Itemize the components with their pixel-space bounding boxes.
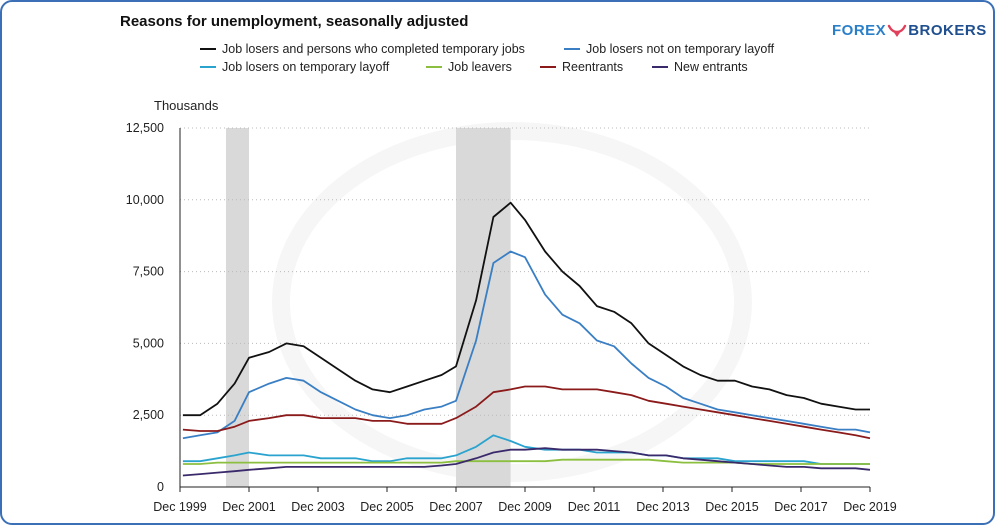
x-tick-label: Dec 2001: [222, 500, 276, 514]
series-line: [182, 385, 871, 440]
legend-label: New entrants: [674, 60, 748, 74]
legend-label: Job losers on temporary layoff: [222, 60, 390, 74]
series-line: [182, 434, 870, 465]
legend-item: Reentrants: [540, 60, 623, 74]
legend-swatch: [426, 66, 442, 68]
series-line: [182, 447, 871, 477]
y-tick-label: 7,500: [133, 265, 164, 279]
legend-item: Job leavers: [426, 60, 512, 74]
legend-item: Job losers on temporary layoff: [200, 60, 389, 74]
x-tick-label: Dec 2009: [498, 500, 552, 514]
x-tick-label: Dec 1999: [153, 500, 207, 514]
legend-swatch: [540, 66, 556, 68]
y-tick-label: 0: [157, 480, 164, 494]
legend-swatch: [200, 48, 216, 50]
legend-item: New entrants: [652, 60, 748, 74]
legend-swatch: [200, 66, 216, 68]
x-tick-label: Dec 2017: [774, 500, 828, 514]
brand-logo: FOREX BROKERS: [832, 22, 987, 39]
legend-label: Reentrants: [562, 60, 624, 74]
legend-label: Job leavers: [448, 60, 512, 74]
series-line: [182, 250, 871, 440]
x-tick-label: Dec 2013: [636, 500, 690, 514]
legend-swatch: [564, 48, 580, 50]
chart-title: Reasons for unemployment, seasonally adj…: [120, 13, 469, 30]
legend-label: Job losers not on temporary layoff: [586, 42, 775, 56]
legend-label: Job losers and persons who completed tem…: [222, 42, 525, 56]
x-tick-label: Dec 2015: [705, 500, 759, 514]
y-tick-label: 12,500: [126, 121, 164, 135]
legend-swatch: [652, 66, 668, 68]
series-line: [182, 201, 870, 417]
x-tick-label: Dec 2005: [360, 500, 414, 514]
x-tick-label: Dec 2007: [429, 500, 483, 514]
y-axis-label: Thousands: [154, 98, 219, 113]
x-tick-label: Dec 2011: [568, 500, 621, 514]
y-tick-label: 10,000: [126, 193, 164, 207]
legend-item: Job losers and persons who completed tem…: [200, 42, 525, 56]
logo-text-right: BROKERS: [908, 22, 987, 39]
y-tick-label: 5,000: [133, 336, 164, 350]
bull-icon: [887, 24, 907, 37]
y-tick-label: 2,500: [133, 408, 164, 422]
x-tick-label: Dec 2003: [291, 500, 345, 514]
recession-band: [225, 128, 249, 487]
legend-item: Job losers not on temporary layoff: [564, 42, 774, 56]
logo-text-left: FOREX: [832, 22, 887, 39]
x-tick-label: Dec 2019: [843, 500, 897, 514]
